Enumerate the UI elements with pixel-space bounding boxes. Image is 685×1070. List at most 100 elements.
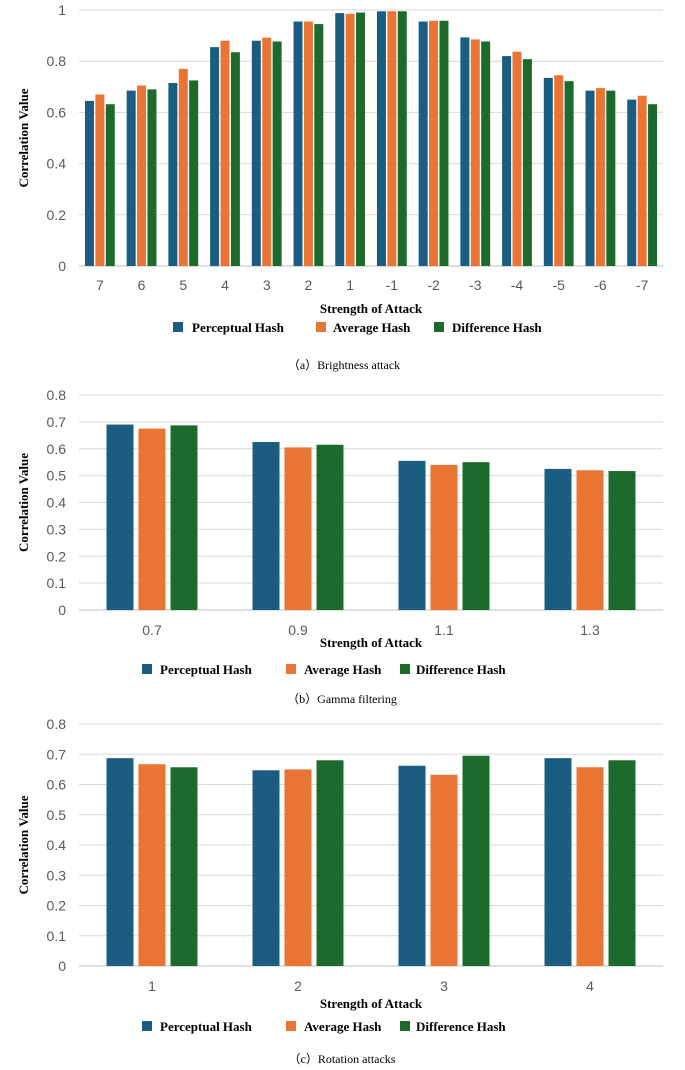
bar-difference-hash bbox=[170, 767, 198, 966]
bar-difference-hash bbox=[170, 425, 198, 610]
bar-difference-hash bbox=[439, 20, 449, 267]
bar-perceptual-hash bbox=[585, 90, 595, 266]
bar-average-hash bbox=[138, 764, 166, 966]
bar-average-hash bbox=[387, 11, 397, 267]
bar-difference-hash bbox=[316, 444, 344, 610]
bar-average-hash bbox=[637, 95, 647, 266]
bar-difference-hash bbox=[105, 104, 115, 266]
bar-difference-hash bbox=[608, 760, 636, 966]
bar-average-hash bbox=[138, 428, 166, 610]
bar-average-hash bbox=[512, 51, 522, 267]
legend-label: Average Hash bbox=[304, 1019, 382, 1034]
y-tick-label: 0.3 bbox=[47, 867, 67, 883]
chart-caption: （b）Gamma filtering bbox=[287, 692, 397, 706]
x-tick-label: 6 bbox=[138, 277, 146, 293]
bar-difference-hash bbox=[147, 89, 157, 266]
y-tick-label: 0.2 bbox=[47, 207, 67, 223]
bar-perceptual-hash bbox=[293, 21, 303, 266]
bar-perceptual-hash bbox=[252, 442, 280, 610]
y-tick-label: 0.6 bbox=[47, 777, 67, 793]
bar-perceptual-hash bbox=[376, 11, 386, 267]
y-tick-label: 0.2 bbox=[47, 548, 67, 564]
legend-swatch bbox=[400, 664, 410, 674]
bar-average-hash bbox=[303, 21, 313, 266]
y-tick-label: 0.6 bbox=[47, 104, 67, 120]
y-tick-label: 0.8 bbox=[47, 716, 67, 732]
bar-perceptual-hash bbox=[543, 77, 553, 266]
bar-difference-hash bbox=[608, 471, 636, 610]
x-tick-label: 3 bbox=[440, 978, 448, 994]
y-tick-label: 0.5 bbox=[47, 807, 67, 823]
bar-perceptual-hash bbox=[398, 460, 426, 610]
x-tick-label: 4 bbox=[586, 978, 594, 994]
legend-swatch bbox=[400, 1021, 410, 1031]
chart-caption: （a）Brightness attack bbox=[288, 358, 400, 372]
legend-swatch bbox=[434, 322, 444, 332]
legend-label: Average Hash bbox=[333, 320, 411, 335]
x-tick-label: 2 bbox=[294, 978, 302, 994]
bar-difference-hash bbox=[606, 90, 616, 266]
x-tick-label: 1.1 bbox=[434, 622, 454, 638]
bar-difference-hash bbox=[522, 59, 532, 266]
bar-difference-hash bbox=[189, 80, 199, 267]
bar-perceptual-hash bbox=[460, 37, 470, 266]
bar-average-hash bbox=[137, 85, 147, 267]
bar-perceptual-hash bbox=[627, 99, 637, 266]
x-tick-label: 1.3 bbox=[580, 622, 600, 638]
x-tick-label: -1 bbox=[386, 277, 399, 293]
bar-average-hash bbox=[430, 464, 458, 610]
bar-average-hash bbox=[576, 767, 604, 966]
legend-swatch bbox=[316, 322, 326, 332]
chart-caption: （c）Rotation attacks bbox=[289, 1052, 396, 1066]
rotation-attacks-chart: 0 0.1 0.2 0.3 0.4 0.5 0.6 0.7 0.8 1 2 3 4 Strength of… bbox=[16, 716, 663, 1066]
bar-average-hash bbox=[262, 37, 272, 267]
x-tick-label: 3 bbox=[263, 277, 271, 293]
bar-difference-hash bbox=[356, 12, 366, 267]
bar-difference-hash bbox=[462, 755, 490, 966]
legend-label: Difference Hash bbox=[416, 662, 506, 677]
x-tick-label: 0.9 bbox=[288, 622, 308, 638]
bar-average-hash bbox=[429, 20, 439, 267]
bar-perceptual-hash bbox=[210, 47, 220, 267]
bar-difference-hash bbox=[648, 104, 658, 266]
bar-difference-hash bbox=[272, 41, 282, 266]
bar-average-hash bbox=[220, 40, 230, 266]
bar-perceptual-hash bbox=[106, 758, 134, 966]
bar-difference-hash bbox=[316, 760, 344, 966]
brightness-attack-chart: 0 0.2 0.4 0.6 0.8 1 7 6 5 4 3 2 1 -1 -2 -3 -4 -5 -6 -7 Stren… bbox=[16, 2, 663, 372]
legend-swatch bbox=[286, 1021, 296, 1031]
x-tick-label: 1 bbox=[148, 978, 156, 994]
x-tick-label: 7 bbox=[96, 277, 104, 293]
bar-perceptual-hash bbox=[398, 765, 426, 966]
y-tick-label: 0.3 bbox=[47, 521, 67, 537]
bar-average-hash bbox=[470, 39, 480, 266]
bar-average-hash bbox=[284, 447, 312, 610]
y-tick-label: 0 bbox=[58, 958, 66, 974]
bar-difference-hash bbox=[564, 81, 574, 266]
bar-difference-hash bbox=[462, 462, 490, 610]
x-tick-label: 5 bbox=[179, 277, 187, 293]
y-tick-label: 0 bbox=[58, 602, 66, 618]
y-tick-label: 0.8 bbox=[47, 387, 67, 403]
x-tick-label: -2 bbox=[427, 277, 440, 293]
x-tick-label: -6 bbox=[594, 277, 607, 293]
legend-label: Difference Hash bbox=[452, 320, 542, 335]
y-tick-label: 0.2 bbox=[47, 898, 67, 914]
y-axis-title: Correlation Value bbox=[16, 795, 31, 894]
x-tick-label: 1 bbox=[346, 277, 354, 293]
x-tick-label: 2 bbox=[305, 277, 313, 293]
bar-perceptual-hash bbox=[106, 424, 134, 610]
y-axis-title: Correlation Value bbox=[16, 88, 31, 187]
legend-swatch bbox=[173, 322, 183, 332]
bar-perceptual-hash bbox=[544, 758, 572, 966]
x-axis-title: Strength of Attack bbox=[320, 635, 423, 650]
legend-swatch bbox=[286, 664, 296, 674]
bar-difference-hash bbox=[481, 41, 491, 266]
legend-label: Difference Hash bbox=[416, 1019, 506, 1034]
y-tick-label: 0 bbox=[58, 258, 66, 274]
legend-label: Perceptual Hash bbox=[160, 1019, 253, 1034]
bar-perceptual-hash bbox=[544, 468, 572, 610]
x-axis-title: Strength of Attack bbox=[320, 996, 423, 1011]
legend-swatch bbox=[142, 664, 152, 674]
x-tick-label: -5 bbox=[552, 277, 565, 293]
